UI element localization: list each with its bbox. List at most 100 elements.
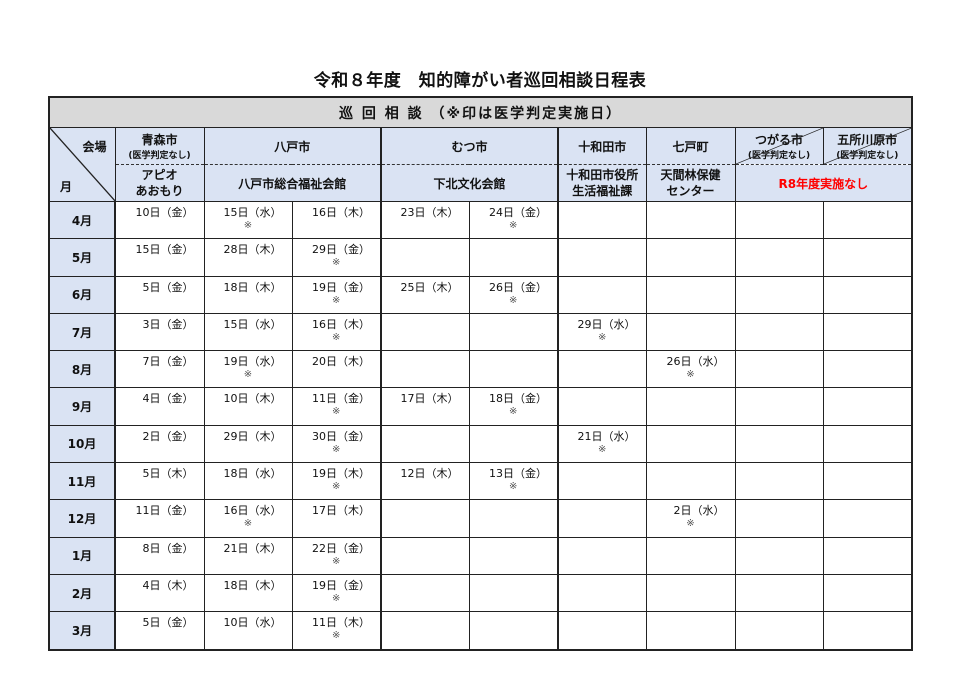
date-cell — [822, 350, 913, 389]
date-cell: 22日（金） ※ — [291, 536, 382, 575]
date-text — [647, 612, 735, 614]
month-cell: 5月 — [48, 238, 116, 277]
table-row: 2月 4日（木） 18日（木） 19日（金） ※ — [48, 573, 913, 613]
date-text — [824, 388, 912, 390]
corner-header: 会場 月 — [48, 127, 116, 202]
date-text: 25日（木） — [400, 280, 459, 294]
date-text: 17日（木） — [312, 504, 370, 518]
date-text: 11日（木） — [312, 616, 370, 630]
table-row: 7月 3日（金） 15日（水） 16日（木） ※ 29日（水） ※ — [48, 312, 913, 352]
date-text: 24日（金） — [489, 206, 547, 219]
section-band: 巡 回 相 談 （※印は医学判定実施日） — [48, 96, 913, 128]
date-cell — [734, 573, 824, 613]
date-text — [736, 314, 823, 316]
date-text: 3日（金） — [142, 317, 194, 331]
date-text — [382, 314, 469, 316]
date-text: 16日（水） — [223, 504, 282, 518]
date-text: 21日（木） — [223, 541, 282, 555]
date-cell — [734, 350, 824, 389]
date-text — [736, 538, 823, 540]
date-text: 10日（金） — [135, 206, 194, 219]
city-note: (医学判定なし) — [747, 151, 811, 161]
date-cell — [645, 611, 736, 651]
medical-assessment-mark: ※ — [686, 369, 695, 381]
date-text — [470, 426, 558, 428]
date-cell: 19日（水） ※ — [203, 350, 293, 389]
date-cell — [734, 462, 824, 501]
date-cell — [734, 387, 824, 426]
date-text: 18日（金） — [489, 392, 547, 406]
date-cell: 15日（水） — [203, 312, 293, 352]
medical-assessment-mark: ※ — [509, 481, 518, 493]
date-cell — [734, 499, 824, 538]
date-text — [647, 426, 735, 428]
medical-assessment-mark: ※ — [332, 555, 341, 567]
date-text — [559, 612, 646, 614]
date-cell: 10日（水） — [203, 611, 293, 651]
date-cell: 29日（木） — [203, 424, 293, 464]
date-cell: 5日（金） — [114, 275, 205, 314]
date-cell — [380, 536, 470, 575]
month-cell: 12月 — [48, 499, 116, 538]
date-cell — [468, 350, 559, 389]
header-hachinohe: 八戸市 — [203, 127, 382, 165]
date-text: 19日（木） — [312, 467, 370, 481]
date-cell: 12日（木） — [380, 462, 470, 501]
date-text — [559, 538, 646, 540]
date-cell — [557, 462, 647, 501]
date-text — [647, 463, 735, 465]
date-cell: 2日（水） ※ — [645, 499, 736, 538]
date-text — [824, 202, 912, 204]
date-cell: 18日（木） — [203, 275, 293, 314]
date-cell — [380, 312, 470, 352]
medical-assessment-mark: ※ — [509, 220, 518, 231]
date-cell — [645, 312, 736, 352]
month-cell: 1月 — [48, 536, 116, 575]
date-cell — [734, 312, 824, 352]
date-cell: 4日（金） — [114, 387, 205, 426]
date-cell — [822, 200, 913, 240]
date-cell: 21日（木） — [203, 536, 293, 575]
date-text — [382, 612, 469, 614]
medical-assessment-mark: ※ — [332, 406, 341, 418]
date-text — [647, 388, 735, 390]
city-note: (医学判定なし) — [836, 151, 899, 161]
date-text — [824, 426, 912, 428]
date-cell — [380, 573, 470, 613]
header-tsugaru: つがる市 (医学判定なし) — [734, 127, 824, 165]
date-cell — [822, 387, 913, 426]
date-text: 15日（金） — [135, 243, 194, 257]
date-cell: 25日（木） — [380, 275, 470, 314]
date-text — [559, 351, 646, 353]
date-text — [470, 538, 558, 540]
venue-towada: 十和田市役所 生活福祉課 — [557, 164, 647, 202]
date-text: 12日（木） — [400, 467, 459, 481]
date-cell: 17日（木） — [291, 499, 382, 538]
date-cell — [822, 611, 913, 651]
month-label: 月 — [60, 180, 73, 194]
date-text: 2日（金） — [142, 429, 194, 443]
month-cell: 11月 — [48, 462, 116, 501]
date-text: 16日（木） — [312, 206, 370, 219]
date-cell: 16日（木） — [291, 200, 382, 240]
table-row: 11月 5日（木） 18日（水） 19日（木） ※ 12日（木） 13日（金） ※ — [48, 462, 913, 501]
city-name: 五所川原市 — [837, 133, 898, 147]
date-text: 26日（金） — [489, 280, 547, 294]
date-text — [382, 239, 469, 241]
date-cell: 19日（金） ※ — [291, 573, 382, 613]
date-cell — [645, 424, 736, 464]
table-row: 12月 11日（金） 16日（水） ※ 17日（木） 2日（水） ※ — [48, 499, 913, 538]
date-cell: 26日（金） ※ — [468, 275, 559, 314]
date-text: 17日（木） — [400, 392, 459, 406]
date-cell: 26日（水） ※ — [645, 350, 736, 389]
date-text — [382, 426, 469, 428]
date-text — [559, 500, 646, 502]
date-cell — [557, 611, 647, 651]
date-cell — [557, 200, 647, 240]
table-row: 6月 5日（金） 18日（木） 19日（金） ※ 25日（木） 26日（金） ※ — [48, 275, 913, 314]
medical-assessment-mark: ※ — [332, 443, 341, 455]
date-cell — [380, 350, 470, 389]
date-text: 18日（木） — [223, 280, 282, 294]
date-cell — [557, 499, 647, 538]
date-text: 4日（金） — [142, 392, 194, 406]
